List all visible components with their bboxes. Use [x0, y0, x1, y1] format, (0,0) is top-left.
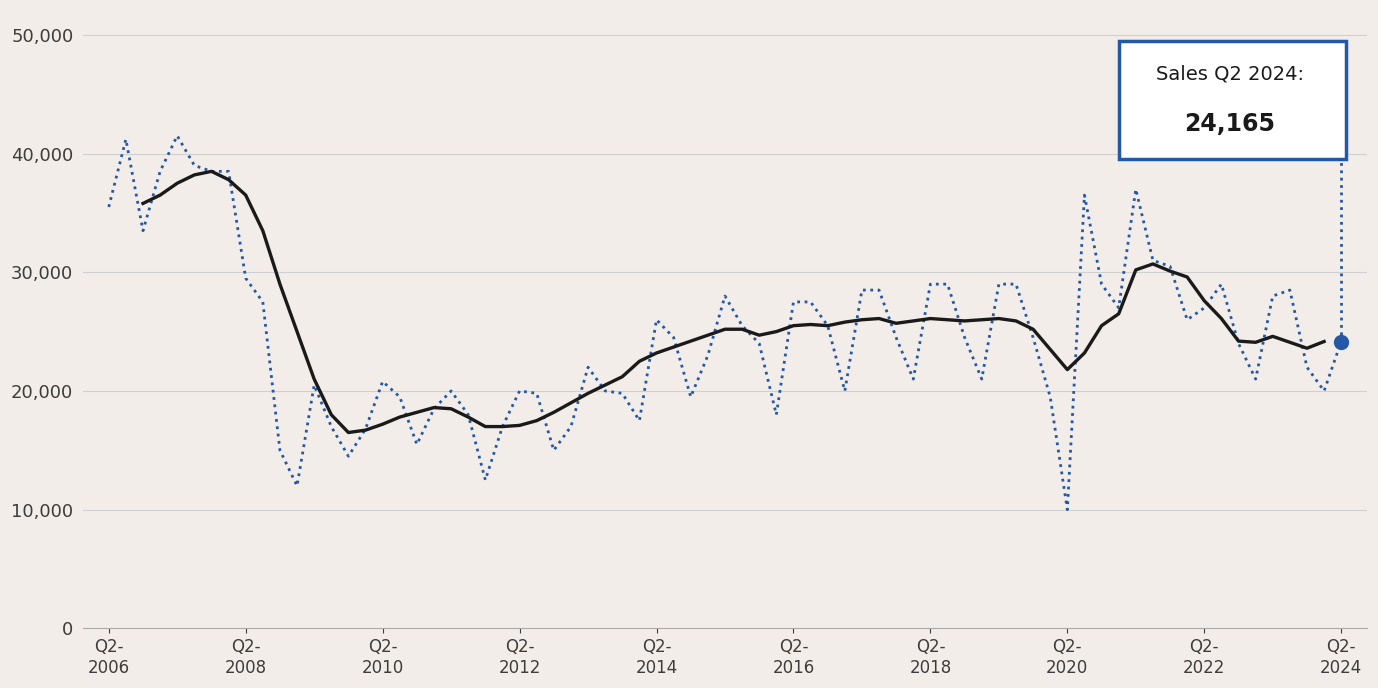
FancyBboxPatch shape [1119, 41, 1346, 160]
Text: 24,165: 24,165 [1185, 112, 1276, 136]
Text: Sales Q2 2024:: Sales Q2 2024: [1156, 65, 1304, 83]
